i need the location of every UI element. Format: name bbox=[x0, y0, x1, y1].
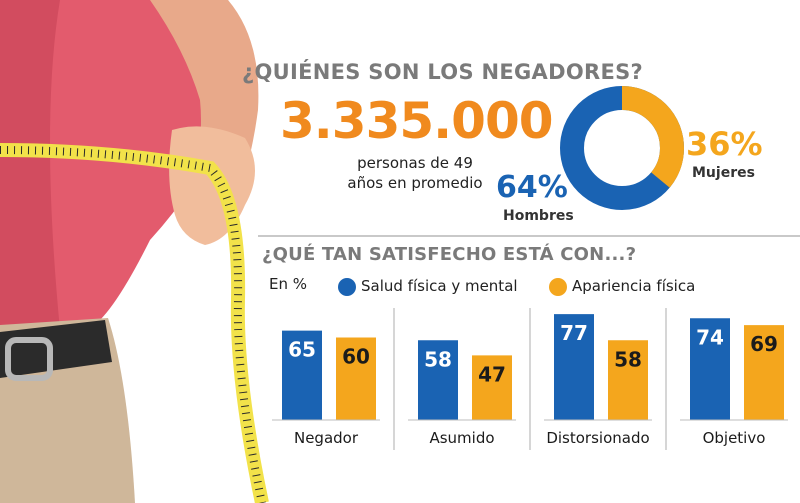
bar-objetivo-series-2 bbox=[744, 325, 784, 420]
category-label-objetivo: Objetivo bbox=[703, 429, 766, 447]
men-percent: 64% bbox=[496, 170, 568, 205]
bar-distorsionado-series-1 bbox=[554, 314, 594, 420]
legend-label-salud: Salud física y mental bbox=[361, 277, 518, 295]
legend-dot-apariencia bbox=[549, 278, 567, 296]
shirt-shape bbox=[0, 0, 243, 330]
donut-slice-mujeres bbox=[560, 86, 684, 210]
bar-value-label: 65 bbox=[288, 338, 316, 362]
category-label-negador: Negador bbox=[294, 429, 359, 447]
bar-value-label: 69 bbox=[750, 332, 778, 356]
bar-objetivo-series-1 bbox=[690, 318, 730, 420]
title-satisfaccion: ¿QUÉ TAN SATISFECHO ESTÁ CON...? bbox=[262, 244, 637, 265]
unit-label: En % bbox=[269, 275, 308, 293]
title-negadores: ¿QUIÉNES SON LOS NEGADORES? bbox=[242, 60, 643, 84]
legend-dot-salud bbox=[338, 278, 356, 296]
bar-value-label: 58 bbox=[424, 347, 452, 371]
satisfaction-bar-chart: 65 60 Negador 58 47 Asumido 77 58 Distorsionado 7… bbox=[272, 308, 788, 450]
bar-negador-series-2 bbox=[336, 337, 376, 420]
women-percent: 36% bbox=[686, 125, 763, 163]
bar-asumido-series-1 bbox=[418, 340, 458, 420]
total-people-number: 3.335.000 bbox=[280, 92, 554, 150]
men-label: Hombres bbox=[503, 208, 574, 224]
women-label: Mujeres bbox=[692, 165, 755, 181]
legend-label-apariencia: Apariencia física bbox=[572, 277, 696, 295]
people-caption: personas de 49 años en promedio bbox=[347, 154, 483, 192]
bar-value-label: 58 bbox=[614, 347, 642, 371]
bar-value-label: 77 bbox=[560, 321, 588, 345]
belt-shape bbox=[0, 320, 112, 378]
bar-value-label: 74 bbox=[696, 325, 724, 349]
bar-distorsionado-series-2 bbox=[608, 340, 648, 420]
shirt-shading bbox=[0, 0, 60, 330]
bar-negador-series-1 bbox=[282, 330, 322, 420]
gender-donut-chart bbox=[560, 86, 684, 210]
category-label-asumido: Asumido bbox=[429, 429, 494, 447]
category-label-distorsionado: Distorsionado bbox=[546, 429, 649, 447]
belt-buckle bbox=[5, 337, 53, 381]
bar-value-label: 47 bbox=[478, 362, 506, 386]
tape-measure bbox=[0, 143, 269, 503]
bar-value-label: 60 bbox=[342, 345, 370, 369]
hand-shape bbox=[169, 126, 255, 245]
section-divider bbox=[258, 235, 800, 237]
bar-asumido-series-2 bbox=[472, 355, 512, 420]
